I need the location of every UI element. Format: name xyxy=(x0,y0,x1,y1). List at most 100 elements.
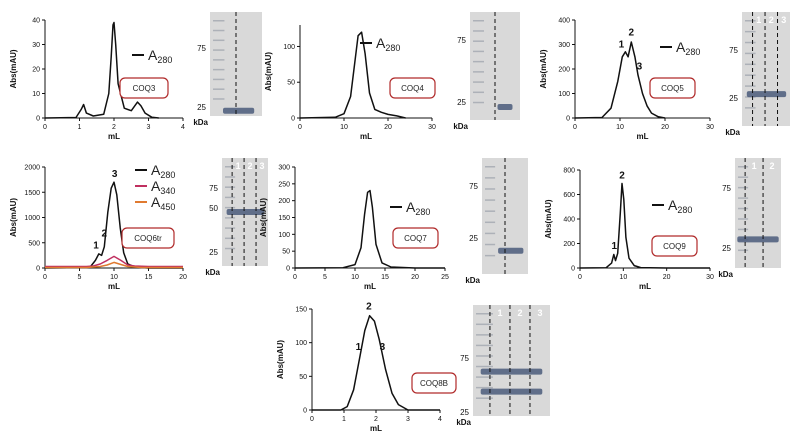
ladder-band xyxy=(745,85,756,87)
series-line-a340 xyxy=(45,255,183,268)
marker-label: 75 xyxy=(722,184,731,193)
lane-number: 1 xyxy=(497,308,502,318)
x-tick-label: 10 xyxy=(110,274,118,281)
peak-label: 2 xyxy=(619,171,625,182)
kda-unit-label: kDa xyxy=(718,270,733,279)
legend-label: A280 xyxy=(668,197,692,215)
x-tick-label: 10 xyxy=(616,124,624,131)
ladder-band xyxy=(485,210,496,212)
y-tick-label: 50 xyxy=(282,249,290,256)
peak-label: 2 xyxy=(366,301,372,312)
ladder-band xyxy=(745,74,756,76)
y-tick-label: 10 xyxy=(32,91,40,98)
y-tick-label: 100 xyxy=(558,91,570,98)
kda-unit-label: kDa xyxy=(465,276,480,285)
sds-page-gel: 75 25 kDa xyxy=(453,12,520,131)
peak-label: 1 xyxy=(611,241,617,252)
ladder-band xyxy=(473,81,484,83)
ladder-band xyxy=(473,50,484,53)
ladder-band xyxy=(485,199,496,201)
ladder-band xyxy=(225,166,236,168)
ladder-band xyxy=(476,355,493,357)
x-tick-label: 0 xyxy=(43,274,47,281)
lane-number: 1 xyxy=(752,161,757,171)
protein-band xyxy=(226,209,265,215)
x-tick-label: 0 xyxy=(43,124,47,131)
ladder-band xyxy=(476,386,493,389)
x-tick-label: 4 xyxy=(438,416,442,423)
ladder-band xyxy=(473,20,484,22)
ladder-band xyxy=(213,49,225,51)
protein-label: COQ6tr xyxy=(134,234,162,243)
y-axis-label: Abs(mAU) xyxy=(539,49,548,88)
x-axis-label: mL xyxy=(370,424,382,433)
protein-label: COQ9 xyxy=(663,242,686,251)
lane-number: 2 xyxy=(248,161,253,171)
x-tick-label: 0 xyxy=(573,124,577,131)
marker-label: 25 xyxy=(457,98,466,107)
marker-label: 75 xyxy=(197,44,206,53)
sds-page-gel: 1 2 3 75 25 kDa xyxy=(725,12,790,137)
y-tick-label: 0 xyxy=(286,266,290,273)
x-tick-label: 0 xyxy=(293,274,297,281)
protein-label: COQ5 xyxy=(661,84,684,93)
x-tick-label: 20 xyxy=(411,274,419,281)
y-tick-label: 20 xyxy=(32,67,40,74)
x-tick-label: 10 xyxy=(351,274,359,281)
y-tick-label: 0 xyxy=(571,266,575,273)
peak-label: 2 xyxy=(102,229,108,240)
y-tick-label: 0 xyxy=(303,408,307,415)
ladder-band xyxy=(476,397,493,399)
x-axis-label: mL xyxy=(637,132,649,141)
y-tick-label: 600 xyxy=(563,192,575,199)
ladder-band xyxy=(225,186,236,188)
y-axis-label: Abs(mAU) xyxy=(9,49,18,88)
ladder-band xyxy=(745,63,756,66)
ladder-band xyxy=(745,20,756,22)
y-tick-label: 300 xyxy=(278,165,290,172)
series-line-trace xyxy=(312,314,440,411)
protein-label: COQ4 xyxy=(401,84,424,93)
ladder-band xyxy=(476,344,493,347)
ladder-band xyxy=(485,232,496,235)
peak-label: 3 xyxy=(637,62,643,73)
x-tick-label: 0 xyxy=(578,274,582,281)
y-tick-label: 50 xyxy=(299,374,307,381)
ladder-band xyxy=(225,227,236,229)
protein-band xyxy=(480,368,543,375)
x-axis-label: mL xyxy=(360,132,372,141)
y-tick-label: 200 xyxy=(563,241,575,248)
series-line-a280 xyxy=(579,182,710,269)
x-tick-label: 30 xyxy=(428,124,436,131)
x-axis-label: mL xyxy=(639,282,651,291)
x-tick-label: 30 xyxy=(706,274,714,281)
ladder-band xyxy=(738,218,749,220)
ladder-band xyxy=(213,98,225,100)
x-tick-label: 2 xyxy=(374,416,378,423)
x-tick-label: 15 xyxy=(145,274,153,281)
ladder-band xyxy=(745,52,756,55)
ladder-band xyxy=(485,221,496,224)
x-tick-label: 5 xyxy=(78,274,82,281)
protein-label: COQ3 xyxy=(133,84,156,93)
y-axis-label: Abs(mAU) xyxy=(9,198,18,237)
ladder-band xyxy=(485,166,496,168)
x-tick-label: 1 xyxy=(78,124,82,131)
peak-label: 3 xyxy=(380,342,386,353)
protein-band xyxy=(498,247,524,254)
x-tick-label: 1 xyxy=(342,416,346,423)
legend-label: A280 xyxy=(148,47,172,65)
kda-unit-label: kDa xyxy=(456,418,471,427)
legend-label: A280 xyxy=(151,162,175,180)
y-tick-label: 400 xyxy=(563,217,575,224)
y-tick-label: 200 xyxy=(278,198,290,205)
y-tick-label: 1000 xyxy=(24,215,40,222)
y-tick-label: 800 xyxy=(563,168,575,175)
kda-unit-label: kDa xyxy=(193,118,208,127)
ladder-band xyxy=(476,313,493,315)
x-tick-label: 4 xyxy=(181,124,185,131)
legend-label: A340 xyxy=(151,178,175,196)
ladder-band xyxy=(473,91,484,94)
